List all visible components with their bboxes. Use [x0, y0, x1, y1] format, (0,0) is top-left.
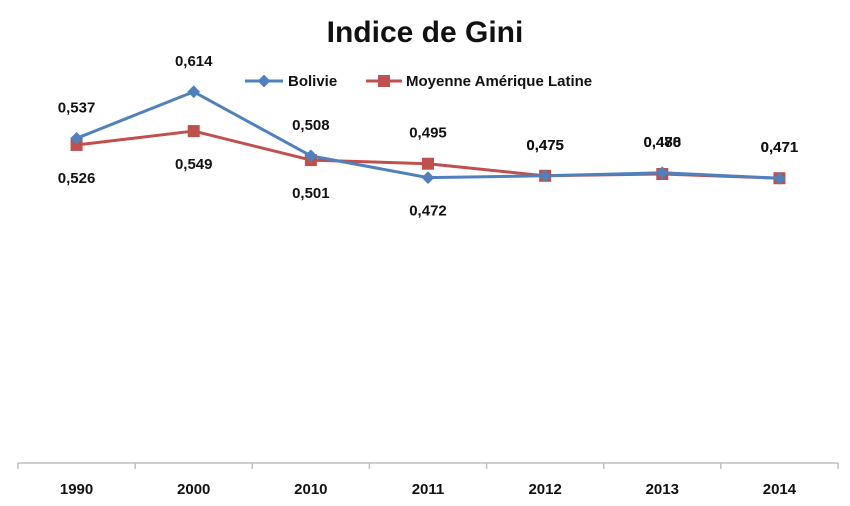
marker-1-2011 — [422, 157, 434, 170]
data-label-0-2012: 0,475 — [526, 137, 564, 154]
legend-marker-bolivie — [257, 74, 271, 88]
marker-0-2000 — [187, 85, 201, 99]
marker-0-2011 — [421, 171, 435, 184]
legend-marker-moyenne — [378, 75, 390, 87]
data-label-0-2011: 0,472 — [409, 203, 447, 220]
legend: Bolivie Moyenne Amérique Latine — [245, 73, 592, 90]
data-label-0-1990: 0,537 — [58, 99, 96, 116]
data-label-1-2014: 0,471 — [761, 139, 799, 156]
data-label-0-2010: 0,508 — [292, 117, 330, 134]
marker-0-2010 — [304, 149, 318, 163]
data-label-1-2013: 0,478 — [644, 134, 682, 151]
data-label-0-2000: 0,614 — [175, 53, 213, 70]
legend-label-bolivie: Bolivie — [288, 73, 337, 90]
data-labels: 0,537 0,526 0,614 0,549 0,508 0,501 0,472 0,495… — [58, 53, 798, 220]
data-label-0-2013: 0,480 — [644, 134, 682, 151]
x-tick-label-2012: 2012 — [528, 481, 561, 498]
x-tick-label-2010: 2010 — [294, 481, 327, 498]
legend-label-moyenne: Moyenne Amérique Latine — [406, 73, 592, 90]
data-label-1-1990: 0,526 — [58, 170, 96, 187]
x-tick-label-1990: 1990 — [60, 481, 93, 498]
x-axis-ticks — [17, 463, 839, 469]
marker-0-1990 — [70, 131, 83, 145]
marker-1-2000 — [187, 125, 200, 138]
series-markers — [70, 85, 786, 185]
data-label-1-2012: 0,475 — [526, 137, 564, 154]
x-tick-label-2000: 2000 — [177, 481, 210, 498]
data-label-0-2014: 0,471 — [761, 139, 799, 156]
data-label-1-2010: 0,501 — [292, 185, 330, 202]
x-tick-label-2014: 2014 — [763, 481, 797, 498]
data-label-1-2000: 0,549 — [175, 156, 213, 173]
data-label-1-2011: 0,495 — [409, 125, 447, 142]
x-axis-tick-labels: 1990 2000 2010 2011 2012 2013 2014 — [60, 481, 797, 498]
x-tick-label-2011: 2011 — [412, 481, 445, 498]
x-tick-label-2013: 2013 — [646, 481, 679, 498]
chart-title: Indice de Gini — [327, 16, 524, 49]
legend-item-moyenne: Moyenne Amérique Latine — [366, 73, 592, 90]
legend-item-bolivie: Bolivie — [245, 73, 337, 90]
marker-1-1990 — [70, 138, 83, 151]
